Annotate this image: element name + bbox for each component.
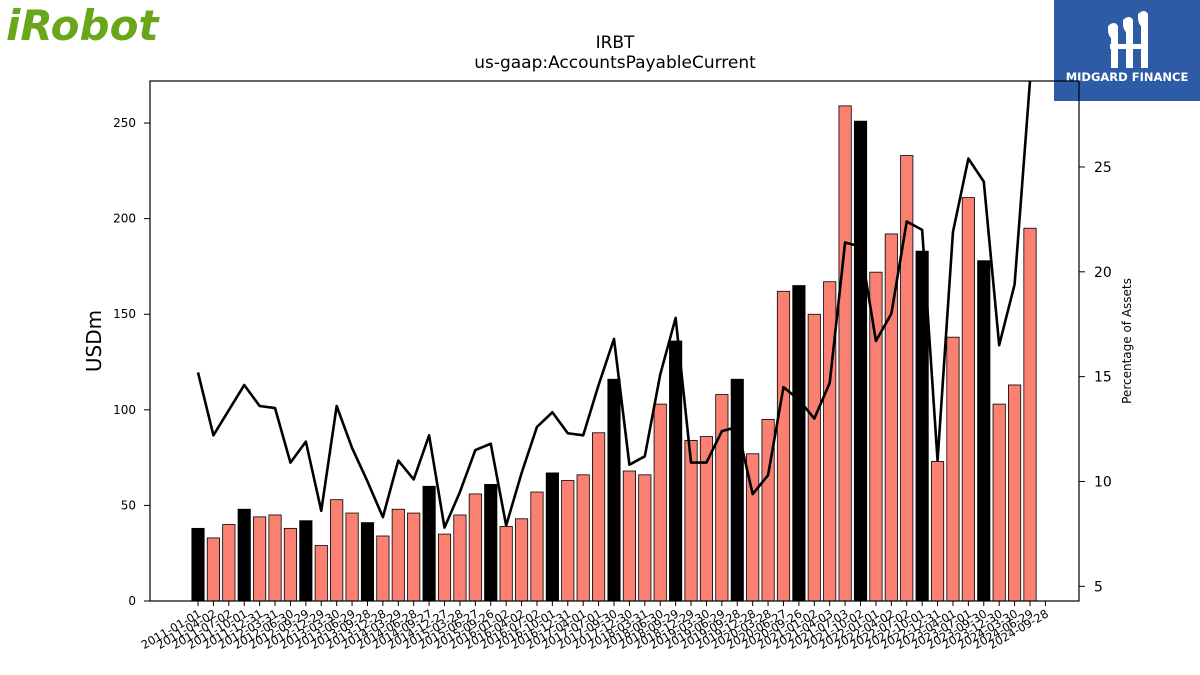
bar [407,512,421,602]
bar [592,432,606,602]
bar [930,461,945,602]
bar [514,518,529,602]
bar [776,290,791,602]
y-axis-left-label: USDm [82,310,106,372]
bar [561,480,575,602]
bar [283,527,298,602]
bar [191,527,205,602]
bar [838,105,852,602]
irobot-logo-text: iRobot [6,1,160,50]
bar [977,260,991,602]
bar [622,470,636,602]
bar-series [191,105,1037,602]
bar [1008,384,1022,602]
y-axis-right-label: Percentage of Assets [1120,278,1134,404]
bar [422,485,436,602]
bar [376,535,390,602]
bar [669,340,683,602]
bar [961,197,975,602]
percentage-of-assets-line [196,80,1032,529]
x-axis: 2011-01-012011-04-022011-07-022011-10-01… [139,601,1051,652]
bar [268,514,282,602]
y-right-tick-label: 15 [1094,370,1112,386]
y-axis-right: 5 10 15 20 25 [1079,160,1112,595]
bar [653,403,667,602]
bar [206,537,220,602]
y-left-tick-label: 50 [121,498,136,512]
midgard-logo-text: MIDGARD FINANCE [1066,70,1189,84]
bar [992,403,1006,602]
bar [468,493,482,602]
bar [545,472,559,602]
bar [437,533,452,602]
bar [792,285,806,602]
bar [499,526,513,602]
bar [607,378,621,602]
bar [253,516,267,602]
bar [715,394,729,602]
midgard-logo-mark-icon [1108,11,1148,68]
bar [330,499,344,602]
irobot-logo: iRobot [6,1,160,50]
y-right-tick-label: 20 [1094,265,1112,281]
y-left-tick-label: 200 [113,212,136,226]
y-left-tick-label: 0 [128,594,136,608]
chart-title: IRBT [596,33,635,53]
bar [807,313,821,602]
bar [222,524,236,602]
bar [576,474,590,602]
bar [299,520,313,602]
y-right-tick-label: 5 [1094,579,1103,595]
midgard-finance-logo: MIDGARD FINANCE [1054,0,1200,101]
bar [345,512,359,602]
bar [453,514,467,602]
y-left-tick-label: 150 [113,307,136,321]
y-axis-left: 0 50 100 150 200 250 [113,116,150,608]
bar [391,508,405,602]
y-left-tick-label: 100 [113,403,136,417]
bar [314,545,328,602]
bar [946,336,960,602]
bar [853,120,868,602]
bar [730,378,744,602]
y-right-tick-label: 25 [1094,160,1112,176]
bar [360,522,375,602]
bar [237,508,251,602]
chart-subtitle: us-gaap:AccountsPayableCurrent [474,53,756,73]
y-left-tick-label: 250 [113,116,136,130]
y-right-tick-label: 10 [1094,474,1112,490]
bar [484,483,498,602]
bar [638,474,652,602]
bar [823,281,837,602]
bar [684,440,698,602]
bar [1023,227,1037,602]
bar [530,491,544,602]
